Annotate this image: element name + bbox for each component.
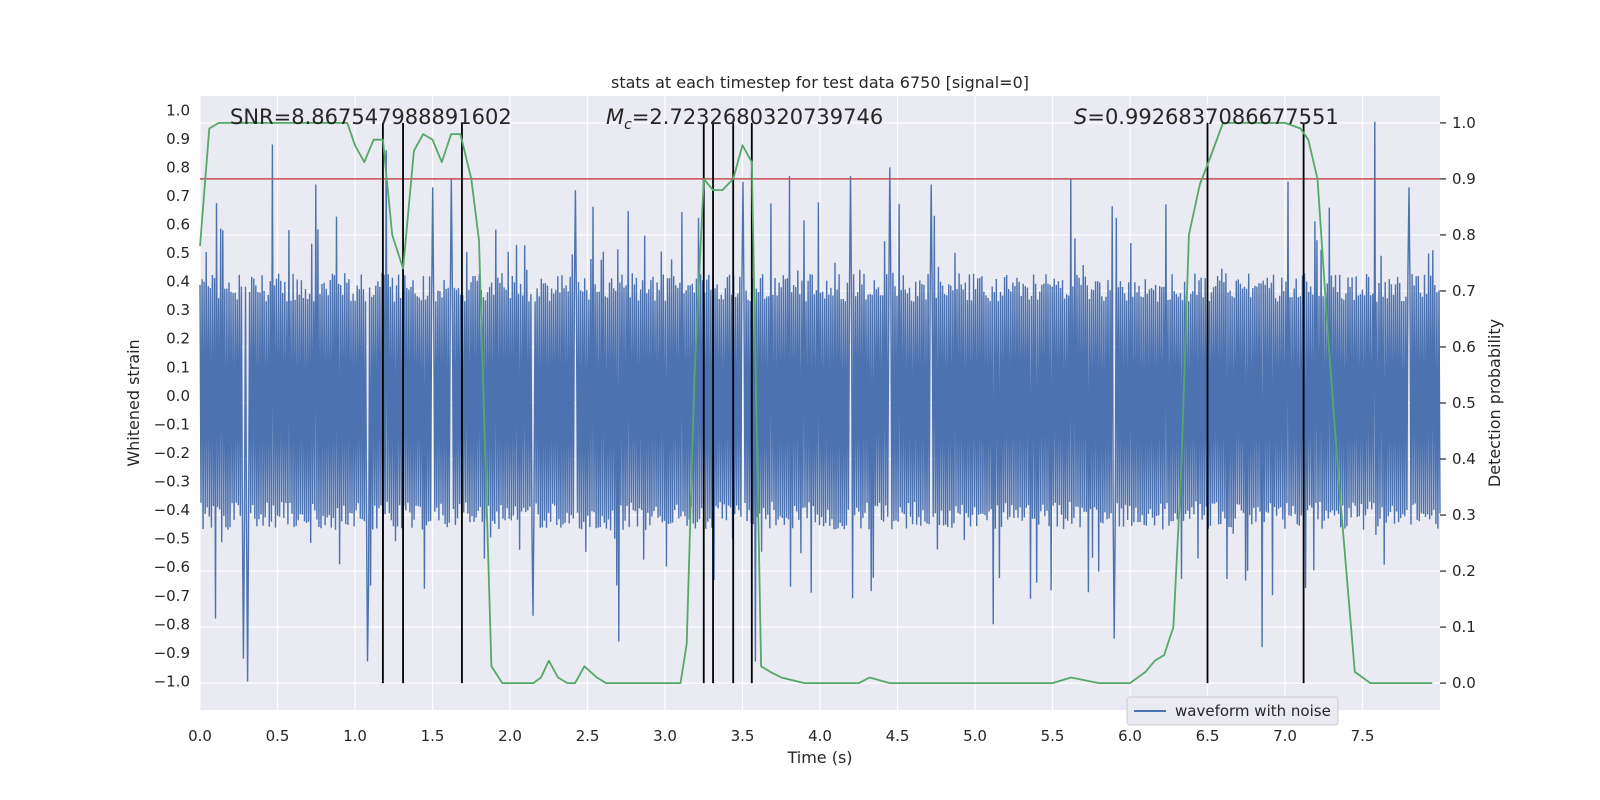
y2-tick-label: 0.2 [1452, 562, 1476, 580]
y-tick-label: 1.0 [166, 101, 190, 119]
detection-probability-line [199, 122, 1433, 684]
y-tick-label: −0.2 [154, 444, 190, 462]
x-tick-label: 7.5 [1351, 727, 1375, 745]
y-tick-label: 0.1 [166, 358, 190, 376]
y-tick-label: −0.9 [154, 644, 190, 662]
x-tick-label: 1.0 [343, 727, 367, 745]
x-tick-label: 3.5 [731, 727, 755, 745]
y-tick-label: 0.8 [166, 158, 190, 176]
waveform-line [199, 121, 1441, 682]
y2-tick-label: 0.1 [1452, 618, 1476, 636]
y-tick-label: −0.5 [154, 530, 190, 548]
y-tick-label: −0.1 [154, 415, 190, 433]
x-tick-label: 0.0 [188, 727, 212, 745]
x-tick-label: 4.5 [886, 727, 910, 745]
chirp-mass-symbol: M [606, 105, 624, 129]
legend-box [1126, 696, 1339, 726]
y-tick-label: −1.0 [154, 672, 190, 690]
y-tick-label: 0.9 [166, 130, 190, 148]
spin-symbol: S [1074, 105, 1087, 129]
y-tick-label: −0.7 [154, 587, 190, 605]
y-tick-label: 0.2 [166, 330, 190, 348]
chirp-mass-value: =2.7232680320739746 [632, 105, 883, 129]
y2-tick-label: 1.0 [1452, 114, 1476, 132]
chart-title: stats at each timestep for test data 675… [611, 73, 1029, 92]
chirp-mass-annotation: Mc=2.7232680320739746 [606, 105, 883, 133]
x-axis-ticks: 0.0 0.5 1.0 1.5 2.0 2.5 3.0 3.5 4.0 4.5 5.0 5.5 6.0 6… [188, 727, 1374, 745]
x-tick-label: 5.5 [1041, 727, 1065, 745]
y-tick-label: 0.6 [166, 216, 190, 234]
spin-annotation: S=0.9926837086677551 [1074, 105, 1339, 129]
legend-label: waveform with noise [1175, 702, 1331, 720]
y-tick-label: 0.3 [166, 301, 190, 319]
y2-tick-label: 0.3 [1452, 506, 1476, 524]
y2-tick-label: 0.6 [1452, 338, 1476, 356]
spin-value: =0.9926837086677551 [1087, 105, 1338, 129]
chirp-mass-subscript: c [624, 117, 632, 133]
y-tick-label: 0.0 [166, 387, 190, 405]
waveform-series [199, 121, 1441, 682]
x-tick-label: 5.0 [963, 727, 987, 745]
x-axis-label: Time (s) [786, 748, 852, 767]
y2-tick-label: 0.9 [1452, 170, 1476, 188]
y-tick-label: 0.5 [166, 244, 190, 262]
y2-axis-ticks: 0.0 0.1 0.2 0.3 0.4 0.5 0.6 0.7 0.8 0.9 1.0 [1440, 114, 1476, 692]
x-tick-label: 6.0 [1118, 727, 1142, 745]
event-markers [381, 122, 1305, 684]
y2-tick-label: 0.4 [1452, 450, 1476, 468]
legend: waveform with noise [1126, 696, 1339, 726]
x-tick-label: 7.0 [1273, 727, 1297, 745]
x-tick-label: 2.0 [498, 727, 522, 745]
y2-tick-label: 0.5 [1452, 394, 1476, 412]
y-tick-label: 0.4 [166, 273, 190, 291]
y-tick-label: −0.6 [154, 558, 190, 576]
y-tick-label: 0.7 [166, 187, 190, 205]
y-tick-label: −0.3 [154, 473, 190, 491]
y-axis-label: Whitened strain [124, 339, 143, 466]
x-tick-label: 3.0 [653, 727, 677, 745]
y-tick-label: −0.8 [154, 615, 190, 633]
x-tick-label: 6.5 [1196, 727, 1220, 745]
x-tick-label: 0.5 [266, 727, 290, 745]
x-tick-label: 4.0 [808, 727, 832, 745]
y2-axis-label: Detection probability [1485, 319, 1504, 487]
x-tick-label: 1.5 [421, 727, 445, 745]
snr-annotation: SNR=8.867547988891602 [230, 105, 512, 129]
y-axis-ticks: −1.0 −0.9 −0.8 −0.7 −0.6 −0.5 −0.4 −0.3 −0.2 −0.1… [154, 101, 190, 690]
x-tick-label: 2.5 [576, 727, 600, 745]
y2-tick-label: 0.8 [1452, 226, 1476, 244]
y-tick-label: −0.4 [154, 501, 190, 519]
y2-tick-label: 0.7 [1452, 282, 1476, 300]
y2-tick-label: 0.0 [1452, 674, 1476, 692]
